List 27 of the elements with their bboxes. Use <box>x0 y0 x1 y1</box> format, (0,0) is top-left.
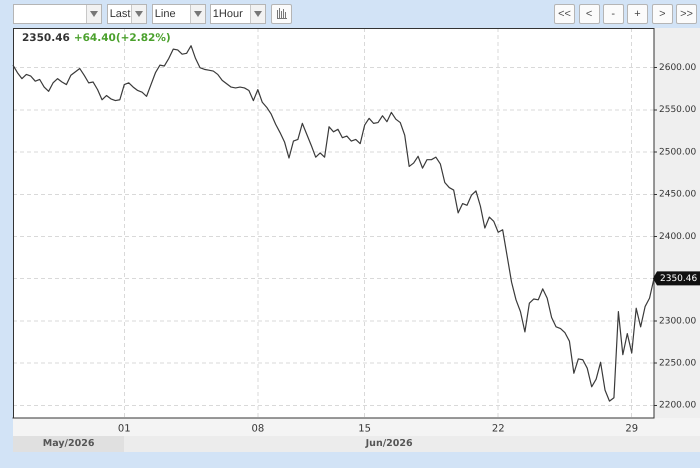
x-tick-label: 15 <box>358 424 372 435</box>
button: << <box>554 4 575 24</box>
button: + <box>627 4 648 24</box>
dropdown: Last <box>106 4 148 24</box>
button: < <box>578 4 600 24</box>
dropdown: 1Hour <box>210 4 266 24</box>
dropdown: Line <box>152 4 206 24</box>
y-tick-label: 2550.00 <box>659 105 696 116</box>
x-tick-label: 01 <box>118 424 131 435</box>
x-tick-label: 08 <box>251 424 264 435</box>
y-tick-label: 2450.00 <box>659 190 696 200</box>
x-tick-label: 22 <box>492 424 505 435</box>
y-tick-label: 2300.00 <box>659 316 696 326</box>
text: 2350.46 <box>660 274 698 284</box>
y-tick-label: 2400.00 <box>659 232 696 242</box>
button: >> <box>676 4 697 24</box>
text: May/2026 <box>42 438 94 450</box>
y-tick-label: 2500.00 <box>659 147 696 158</box>
annotation: +64.40(+2.82%) <box>74 32 171 44</box>
x-tick-label: 29 <box>625 424 638 435</box>
y-tick-label: 2250.00 <box>659 358 696 368</box>
annotation: 2350.46 <box>22 32 70 44</box>
y-tick-label: 2600.00 <box>659 63 696 74</box>
text: Jun/2026 <box>366 438 413 450</box>
y-tick-label: 2200.00 <box>659 400 696 411</box>
button: > <box>652 4 673 24</box>
button: - <box>602 4 624 24</box>
